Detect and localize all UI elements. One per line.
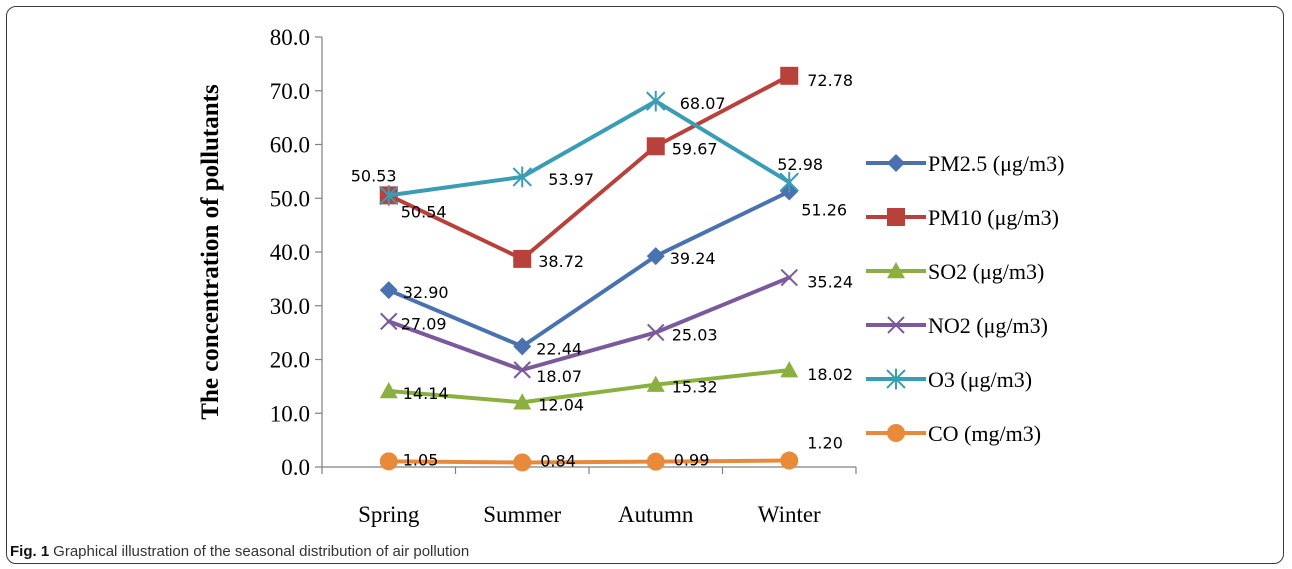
triangle-marker (513, 393, 532, 410)
series-line (386, 368, 792, 405)
figure-caption: Fig. 1 Graphical illustration of the seas… (10, 543, 469, 560)
data-label: 50.54 (401, 202, 447, 221)
star-marker (779, 171, 799, 193)
y-tick-label: 10.0 (270, 401, 310, 426)
data-label: 12.04 (538, 395, 584, 414)
y-tick-label: 40.0 (270, 240, 310, 265)
data-label: 72.78 (807, 71, 853, 90)
data-label: 18.07 (536, 367, 582, 386)
triangle-marker (379, 381, 398, 399)
legend-label: NO2 (μg/m3) (928, 313, 1048, 338)
caption-label: Fig. 1 (10, 543, 50, 560)
x-marker (380, 312, 398, 331)
series-line (386, 189, 792, 349)
data-label: 22.44 (536, 339, 582, 358)
x-marker-stroke (380, 312, 398, 331)
data-label: 38.72 (538, 252, 584, 271)
data-label: 1.20 (807, 434, 843, 453)
triangle-marker (646, 375, 665, 392)
circle-marker (513, 453, 532, 472)
legend-entry: SO2 (μg/m3) (866, 259, 1044, 284)
y-tick-label: 80.0 (270, 25, 310, 50)
circle-marker (780, 451, 799, 470)
legend-entry: O3 (μg/m3) (866, 367, 1032, 392)
diamond-marker (887, 154, 905, 172)
x-marker-stroke (513, 361, 531, 379)
x-tick-label: Spring (358, 502, 420, 527)
circle-marker (887, 424, 905, 442)
data-label: 32.90 (403, 283, 449, 302)
star-marker (379, 185, 399, 206)
data-labels: 32.90 22.44 39.24 51.26 50.54 38.72 59.67 72.78… (351, 71, 853, 471)
data-label: 14.14 (403, 384, 449, 403)
legend-label: SO2 (μg/m3) (928, 259, 1044, 284)
diamond-marker (513, 337, 532, 356)
series-line (386, 99, 792, 198)
x-tick-label: Summer (483, 502, 561, 527)
star-marker (512, 166, 532, 188)
caption-text: Graphical illustration of the seasonal d… (53, 543, 470, 560)
x-tick-label: Winter (758, 502, 821, 527)
chart-legend: PM2.5 (μg/m3) PM10 (μg/m3) SO2 (μg/m3) NO2 … (866, 151, 1064, 446)
data-label: 39.24 (670, 249, 716, 268)
data-label: 0.84 (540, 451, 576, 470)
data-label: 68.07 (680, 94, 726, 113)
data-label: 52.98 (777, 155, 823, 174)
circle-marker (379, 452, 398, 471)
y-tick-label: 0.0 (281, 455, 310, 480)
data-label: 51.26 (801, 200, 847, 219)
chart-axes: 0.0 10.0 20.0 30.0 40.0 50.0 60.0 70.0 80.0 Sprin… (197, 25, 857, 527)
square-marker (646, 137, 665, 156)
data-label: 15.32 (672, 378, 718, 397)
series-line (386, 458, 792, 465)
data-label: 0.99 (674, 451, 710, 470)
data-label: 27.09 (401, 314, 447, 333)
square-marker (780, 66, 799, 85)
legend-label: CO (mg/m3) (928, 421, 1041, 446)
data-label: 18.02 (807, 365, 853, 384)
data-label: 1.05 (403, 450, 439, 469)
legend-entry: PM2.5 (μg/m3) (866, 151, 1064, 176)
chart-series (379, 66, 799, 472)
x-marker (780, 268, 798, 287)
y-tick-label: 20.0 (270, 348, 310, 373)
legend-label: PM2.5 (μg/m3) (928, 151, 1064, 176)
legend-entry: CO (mg/m3) (866, 421, 1041, 446)
x-tick-label: Autumn (618, 502, 694, 527)
x-marker (513, 361, 531, 379)
star-marker (646, 90, 666, 112)
y-tick-label: 30.0 (270, 294, 310, 319)
x-marker (647, 323, 665, 342)
data-label: 25.03 (672, 325, 718, 344)
star-marker (886, 368, 906, 390)
data-label: 53.97 (548, 170, 594, 189)
series-line (386, 73, 792, 261)
legend-entry: NO2 (μg/m3) (866, 313, 1048, 338)
y-tick-label: 50.0 (270, 186, 310, 211)
triangle-marker (887, 262, 905, 279)
y-axis-title: The concentration of pollutants (197, 84, 224, 420)
data-label: 50.53 (351, 166, 397, 185)
x-marker-stroke (647, 323, 665, 342)
y-tick-label: 60.0 (270, 133, 310, 158)
legend-label: O3 (μg/m3) (928, 367, 1032, 392)
legend-entry: PM10 (μg/m3) (866, 205, 1059, 230)
data-label: 59.67 (672, 139, 718, 158)
square-marker (887, 208, 905, 226)
circle-marker (646, 452, 665, 471)
legend-label: PM10 (μg/m3) (928, 205, 1059, 230)
data-label: 35.24 (807, 273, 853, 292)
figure-frame (6, 6, 1284, 564)
square-marker (513, 249, 532, 268)
diamond-marker (379, 281, 398, 300)
x-marker (887, 316, 905, 334)
y-tick-label: 70.0 (270, 79, 310, 104)
x-marker-stroke (780, 268, 798, 287)
triangle-marker (780, 361, 799, 378)
x-marker-stroke (887, 316, 905, 334)
series-line (386, 275, 792, 372)
diamond-marker (646, 247, 665, 266)
